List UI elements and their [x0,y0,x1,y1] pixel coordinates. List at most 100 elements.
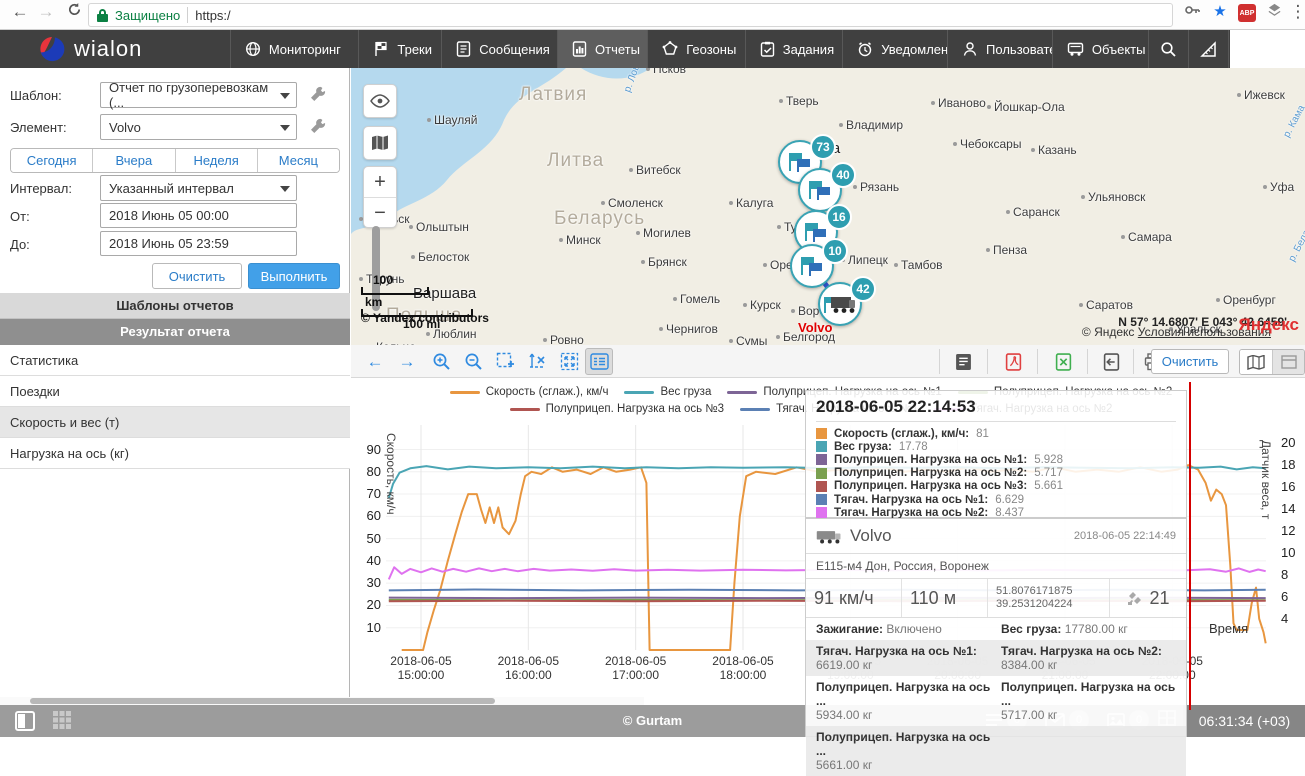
nav-search-button[interactable] [1148,30,1188,68]
units-truck-icon [1067,41,1084,57]
extension-layers-icon[interactable] [1262,2,1286,22]
bookmark-star-icon[interactable]: ★ [1208,2,1232,20]
tooltip-row: Полуприцеп. Нагрузка на ось №3: 5.661 [816,480,1176,493]
reports-icon [572,41,587,57]
flags-icon [799,255,825,277]
chart-zoom-in-button[interactable] [427,348,455,375]
unit-altitude: 110 м [902,579,988,617]
template-select[interactable]: Отчет по грузоперевозкам (... [100,82,297,108]
tab-tracks[interactable]: Треки [358,30,441,68]
chart-zoom-out-button[interactable] [459,348,487,375]
map-view-toggle[interactable] [1240,350,1272,374]
reload-icon[interactable] [62,2,86,22]
zoom-out-icon [464,352,483,371]
chevron-down-icon [280,186,290,192]
tab-geofences[interactable]: Геозоны [647,30,745,68]
fit-screen-icon [560,352,579,371]
split-view-icon [1281,355,1297,369]
chart-legend-toggle[interactable] [585,348,613,375]
map-layers-button[interactable] [363,126,397,160]
report-result-list: СтатистикаПоездкиСкорость и вес (т)Нагру… [0,345,350,469]
ruler-icon [1200,41,1217,58]
report-result-item[interactable]: Нагрузка на ось (кг) [0,438,350,469]
tooltip-row: Вес груза: 17.78 [816,440,1176,453]
back-icon[interactable]: ← [8,2,32,22]
yesterday-button[interactable]: Вчера [93,149,175,172]
legend-list-icon [590,353,609,370]
map-visibility-button[interactable] [363,84,397,118]
chart-fit-button[interactable] [555,348,583,375]
jobs-icon [760,41,775,57]
tooltip-timestamp: 2018-06-05 22:14:53 [816,395,1176,422]
tab-monitoring[interactable]: Мониторинг [230,30,359,68]
unit-satellites: 21 [1110,579,1186,617]
chart-prev-button[interactable]: ← [361,348,389,375]
report-result-item[interactable]: Скорость и вес (т) [0,407,350,438]
unit-label: Элемент: [10,120,67,135]
tab-reports[interactable]: Отчеты [557,30,647,68]
popup-row-semitrailer-axles-2: Полуприцеп. Нагрузка на ось ...5661.00 к… [806,726,1186,776]
address-bar[interactable]: Защищено https:/ [88,3,1173,27]
month-button[interactable]: Месяц [258,149,339,172]
from-input[interactable] [100,203,297,228]
selection-zoom-icon [496,352,515,371]
series-color-swatch [816,481,827,492]
export-pdf-button[interactable] [999,348,1027,375]
tooltip-row: Полуприцеп. Нагрузка на ось №1: 5.928 [816,453,1176,466]
chart-area-zoom-button[interactable] [491,348,519,375]
template-label: Шаблон: [10,88,62,103]
horizontal-scrollbar[interactable] [0,697,644,705]
report-result-item[interactable]: Статистика [0,345,350,376]
week-button[interactable]: Неделя [176,149,258,172]
browser-menu-icon[interactable]: ⋮ [1286,2,1305,22]
messages-icon [456,41,471,57]
main-navbar: wialon Мониторинг Треки Сообщения Отчеты… [0,30,1305,68]
series-color-swatch [816,454,827,465]
clear-button[interactable]: Очистить [152,263,242,289]
result-section-header[interactable]: Результат отчета [0,319,350,345]
popup-row-ignition-cargo: Зажигание: Включено Вес груза: 17780.00 … [806,618,1186,640]
key-icon[interactable] [1180,2,1204,23]
tab-units[interactable]: Объекты [1052,30,1148,68]
zoom-in-button[interactable]: + [364,167,396,198]
templates-section-header[interactable]: Шаблоны отчетов [0,293,350,319]
tab-jobs[interactable]: Задания [745,30,843,68]
split-view-toggle[interactable] [1272,350,1304,374]
template-wrench-icon[interactable] [308,84,330,106]
map-panel[interactable]: Псковр. ЛоватьЛатвияТверьИвановоЙошкар-О… [351,68,1305,345]
map-attribution: © Yandex contributors [361,311,489,325]
unit-truck-marker[interactable]: 42 [818,282,862,326]
report-view-button[interactable] [949,348,977,375]
today-button[interactable]: Сегодня [11,149,93,172]
unit-select[interactable]: Volvo [100,114,297,140]
excel-icon [1055,353,1072,371]
chart-next-button[interactable]: → [393,348,421,375]
tooltip-items: Скорость (сглаж.), км/ч: 81 Вес груза: 1… [816,427,1176,519]
zoom-out-button[interactable]: − [364,198,396,229]
export-excel-button[interactable] [1049,348,1077,375]
tab-messages[interactable]: Сообщения [441,30,557,68]
tab-users[interactable]: Пользователи [947,30,1052,68]
unit-name[interactable]: Volvo [850,526,1066,546]
adblock-icon[interactable]: ABP [1238,4,1256,22]
report-result-item[interactable]: Поездки [0,376,350,407]
series-color-swatch [816,468,827,479]
cluster-count-badge: 73 [810,134,836,160]
import-button[interactable] [1097,348,1125,375]
notifications-icon [857,41,873,57]
left-axis-title: Скорость, км/ч [384,433,398,515]
map-source-icon [371,135,389,151]
unit-wrench-icon[interactable] [308,116,330,138]
nav-tools-button[interactable] [1188,30,1228,68]
unit-speed: 91 км/ч [806,579,902,617]
tab-notifications[interactable]: Уведомления [842,30,947,68]
interval-select[interactable]: Указанный интервал [100,175,297,201]
popup-row-tractor-axles: Тягач. Нагрузка на ось №1:6619.00 кг Тяг… [806,640,1186,676]
chart-clear-button[interactable]: Очистить [1151,349,1229,374]
track-cluster-marker[interactable]: 10 [790,244,834,288]
to-input[interactable] [100,231,297,256]
browser-toolbar: ← → Защищено https:/ ★ ABP ⋮ [0,0,1305,30]
chart-xaxis-zoom-button[interactable] [523,348,551,375]
flags-icon [803,221,829,243]
execute-button[interactable]: Выполнить [248,263,340,289]
